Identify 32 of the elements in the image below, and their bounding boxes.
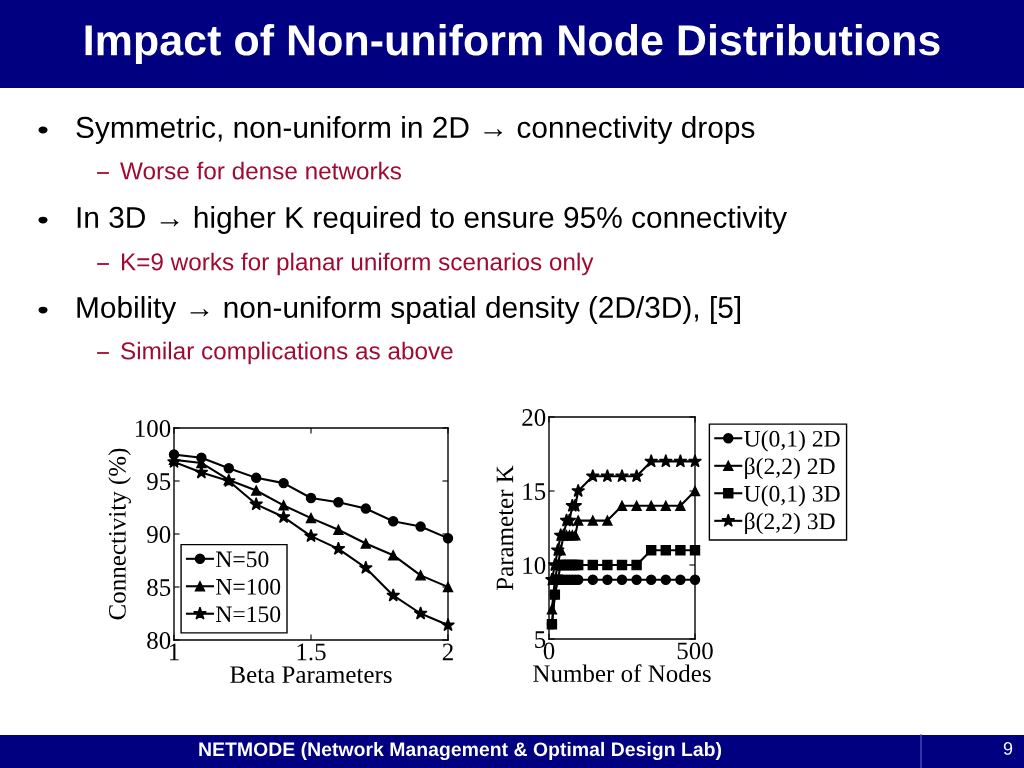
y-tick-label: 90 <box>147 526 171 543</box>
y-tick-label: 95 <box>147 473 171 490</box>
y-tick-label: 15 <box>523 483 546 500</box>
legend-label: N=150 <box>216 606 281 623</box>
y-axis-title: Connectivity (%) <box>108 448 131 620</box>
legend-label: β(2,2) 2D <box>745 457 835 480</box>
y-axis-title: Parameter K <box>496 465 514 591</box>
text: Worse for dense networks <box>120 161 402 180</box>
y-tick-label: 10 <box>523 557 546 574</box>
legend-label: U(0,1) 2D <box>744 430 840 452</box>
y-tick-label: 20 <box>522 409 546 426</box>
text: K=9 works for planar uniform scenarios only <box>121 252 594 276</box>
y-tick-label: 85 <box>147 579 171 596</box>
y-tick-label: 100 <box>135 420 171 437</box>
text: Symmetric, non-uniform in 2D → connectivity drops <box>76 116 755 144</box>
text: In 3D → higher K required to ensure 95% connectivity <box>77 206 788 234</box>
text: Impact of Non-uniform Node Distributions <box>85 23 940 65</box>
legend-label: β(2,2) 3D <box>745 512 835 535</box>
x-tick-label: 1 <box>169 643 179 661</box>
x-axis-title: Number of Nodes <box>533 664 711 683</box>
text: NETMODE (Network Management & Optimal Design Lab) <box>199 741 722 761</box>
text: 9 <box>1003 742 1013 755</box>
x-tick-label: 1.5 <box>297 643 326 661</box>
legend-label: U(0,1) 3D <box>744 485 840 507</box>
y-tick-label: 80 <box>147 632 171 649</box>
legend-label: N=50 <box>216 551 269 568</box>
text: Similar complications as above <box>121 341 453 365</box>
legend-label: N=100 <box>216 578 281 595</box>
text: Mobility → non-uniform spatial density (2D/3D), [5] <box>77 296 741 324</box>
x-tick-label: 500 <box>677 642 713 660</box>
x-tick-label: 2 <box>442 643 453 661</box>
x-axis-title: Beta Parameters <box>230 666 392 684</box>
